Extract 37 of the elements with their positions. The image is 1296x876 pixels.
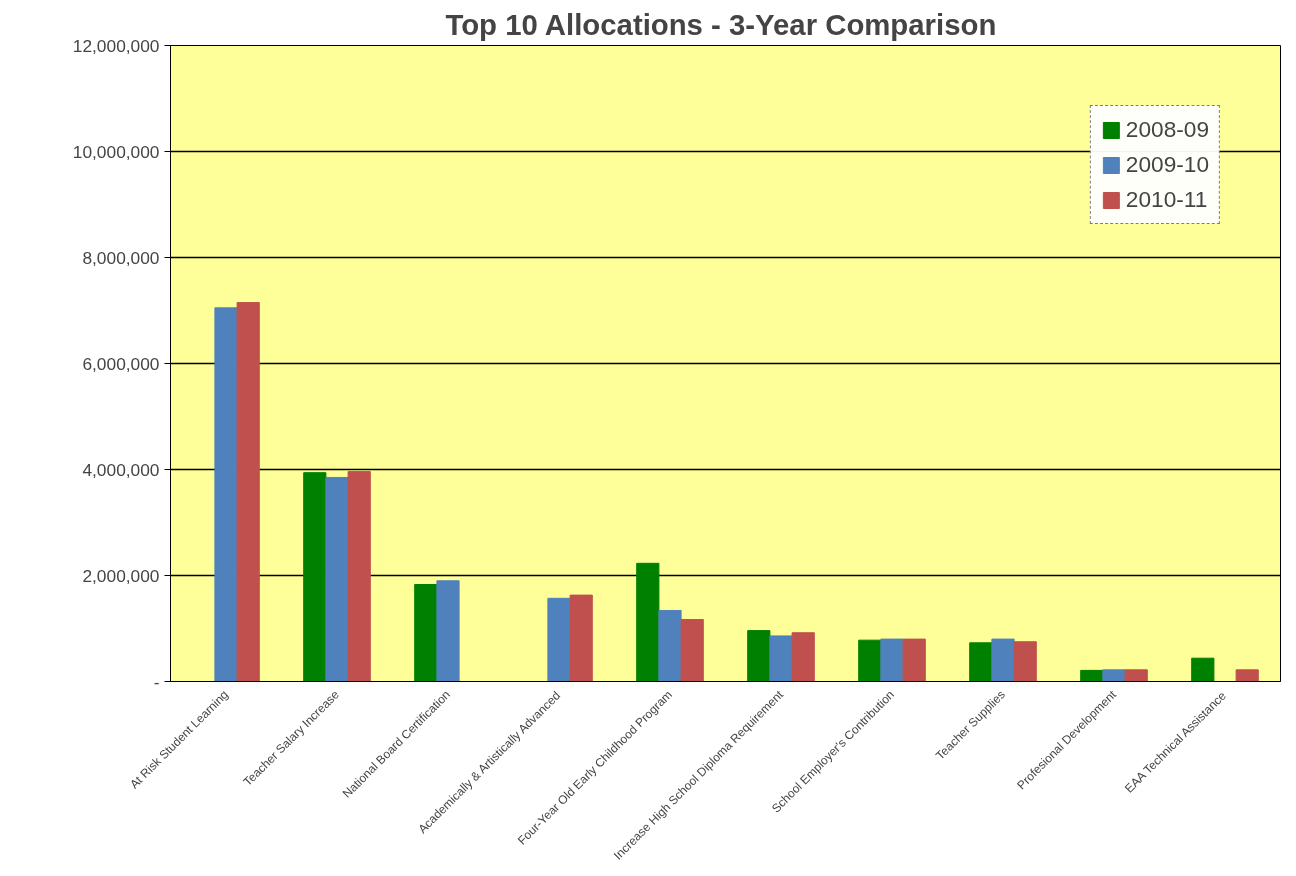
bar (1102, 669, 1126, 682)
bar (858, 639, 882, 682)
y-tick-label: - (153, 671, 160, 692)
bar (1191, 657, 1215, 682)
legend-label: 2010-11 (1125, 186, 1208, 213)
y-tick-label: 12,000,000 (72, 35, 160, 56)
y-tick-label: 8,000,000 (82, 247, 160, 268)
bar (769, 635, 793, 682)
chart-title: Top 10 Allocations - 3-Year Comparison (445, 7, 997, 41)
y-tick-label: 10,000,000 (72, 141, 160, 162)
bar (902, 638, 926, 682)
legend-label: 2009-10 (1125, 151, 1209, 178)
bar (1013, 641, 1037, 682)
bar (1080, 669, 1104, 682)
bar (791, 632, 815, 682)
bar (747, 630, 771, 682)
bar (969, 642, 993, 682)
bar (236, 302, 260, 682)
bar (325, 476, 349, 682)
bar (658, 609, 682, 682)
bar (414, 584, 438, 682)
y-tick-label: 4,000,000 (82, 459, 160, 480)
bar (214, 307, 238, 682)
bar (680, 618, 704, 682)
bar (1235, 669, 1259, 682)
bar (636, 562, 660, 682)
y-tick-label: 2,000,000 (82, 565, 160, 586)
bar (880, 638, 904, 682)
y-tick-label: 6,000,000 (82, 353, 160, 374)
bar (569, 594, 593, 682)
bar (991, 638, 1015, 682)
bar (1124, 669, 1148, 682)
bar (436, 580, 460, 682)
bar (547, 597, 571, 682)
bar (347, 471, 371, 682)
bar (303, 472, 327, 682)
legend-label: 2008-09 (1125, 116, 1209, 143)
